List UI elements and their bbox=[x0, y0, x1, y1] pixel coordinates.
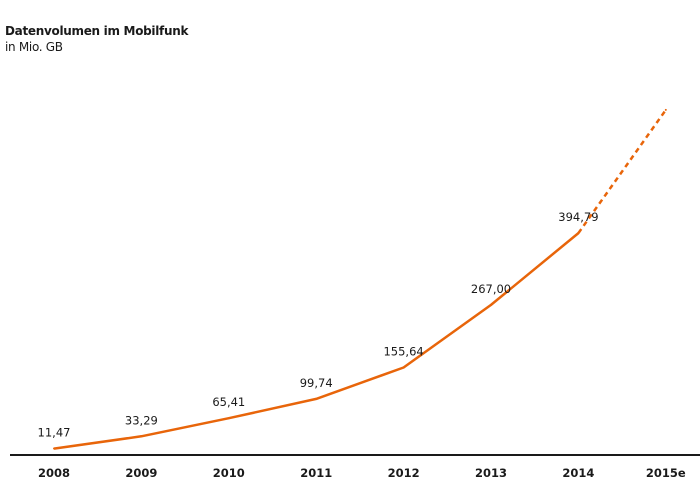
data-label-2009: 33,29 bbox=[125, 413, 158, 427]
data-point-2008 bbox=[53, 447, 55, 450]
x-tick-label: 2013 bbox=[475, 466, 507, 480]
data-label-2008: 11,47 bbox=[38, 426, 71, 440]
data-point-2014 bbox=[577, 232, 580, 235]
x-tick-label: 2011 bbox=[300, 466, 332, 480]
x-tick-label: 2010 bbox=[213, 466, 245, 480]
x-tick-label: 2012 bbox=[388, 466, 420, 480]
series-line-estimate bbox=[577, 109, 667, 234]
data-point-2013 bbox=[490, 303, 492, 306]
x-tick-label: 2008 bbox=[38, 466, 70, 480]
data-point-2010 bbox=[227, 417, 230, 420]
x-tick-label: 2014 bbox=[562, 466, 594, 480]
data-point-2011 bbox=[315, 397, 318, 400]
data-label-2010: 65,41 bbox=[212, 395, 245, 409]
x-tick-label: 2009 bbox=[125, 466, 157, 480]
data-point-2012 bbox=[402, 366, 405, 369]
data-label-2014: 394,79 bbox=[558, 210, 598, 224]
chart-title: Datenvolumen im Mobilfunk bbox=[5, 24, 189, 38]
data-point-2009 bbox=[140, 435, 143, 438]
data-label-2012: 155,64 bbox=[383, 345, 423, 359]
data-label-2013: 267,00 bbox=[471, 282, 511, 296]
data-label-2011: 99,74 bbox=[300, 376, 333, 390]
x-tick-label: 2015e bbox=[646, 466, 686, 480]
chart-subtitle: in Mio. GB bbox=[5, 40, 63, 54]
data-point-2015e bbox=[664, 108, 667, 111]
